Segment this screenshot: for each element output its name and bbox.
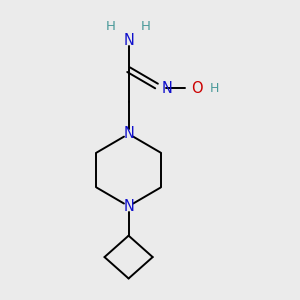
Text: O: O bbox=[191, 81, 203, 96]
Text: H: H bbox=[141, 20, 151, 33]
Text: N: N bbox=[123, 33, 134, 48]
Text: N: N bbox=[123, 126, 134, 141]
Text: H: H bbox=[106, 20, 116, 33]
Text: H: H bbox=[210, 82, 220, 95]
Text: N: N bbox=[162, 81, 173, 96]
Text: N: N bbox=[123, 199, 134, 214]
